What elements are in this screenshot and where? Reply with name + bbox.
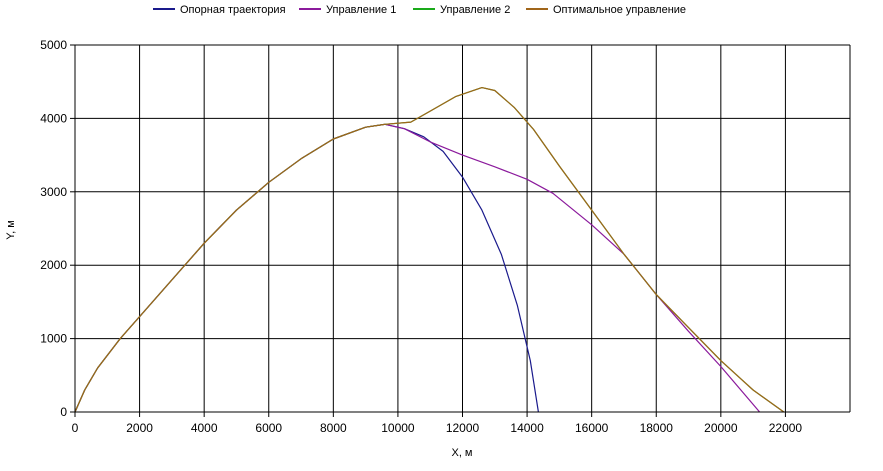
x-tick-label: 0	[72, 421, 79, 435]
series-line-4	[74, 86, 785, 413]
x-axis-label: X, м	[451, 447, 472, 459]
y-axis-label: Y, м	[5, 220, 17, 240]
x-tick-label: 16000	[575, 421, 609, 435]
legend-label-4: Оптимальное управление	[553, 4, 686, 16]
y-tick-label: 0	[60, 405, 67, 419]
x-tick-label: 22000	[769, 421, 803, 435]
chart-series-group	[74, 86, 785, 413]
chart-axes: 0 2000 4000 6000 8000 10000 12000 14000 16000 180…	[40, 38, 850, 435]
y-tick-label: 5000	[40, 38, 67, 52]
legend-label-1: Опорная траектория	[180, 4, 286, 16]
series-line-1	[74, 123, 539, 413]
y-tick-label: 3000	[40, 185, 67, 199]
x-tick-label: 20000	[704, 421, 738, 435]
x-tick-label: 14000	[510, 421, 544, 435]
x-tick-label: 8000	[320, 421, 347, 435]
y-tick-label: 4000	[40, 111, 67, 125]
legend-label-2: Управление 1	[326, 4, 396, 16]
series-line-3	[74, 86, 785, 413]
chart-grid	[75, 44, 851, 412]
x-tick-label: 6000	[255, 421, 282, 435]
legend-label-3: Управление 2	[440, 4, 510, 16]
x-tick-label: 12000	[446, 421, 480, 435]
series-line-2	[74, 123, 761, 413]
x-tick-label: 10000	[381, 421, 415, 435]
x-tick-label: 18000	[640, 421, 674, 435]
chart-legend: Опорная траектория Управление 1 Управление…	[153, 4, 686, 16]
y-tick-label: 1000	[40, 332, 67, 346]
y-tick-label: 2000	[40, 258, 67, 272]
x-tick-label: 2000	[126, 421, 153, 435]
x-tick-label: 4000	[191, 421, 218, 435]
